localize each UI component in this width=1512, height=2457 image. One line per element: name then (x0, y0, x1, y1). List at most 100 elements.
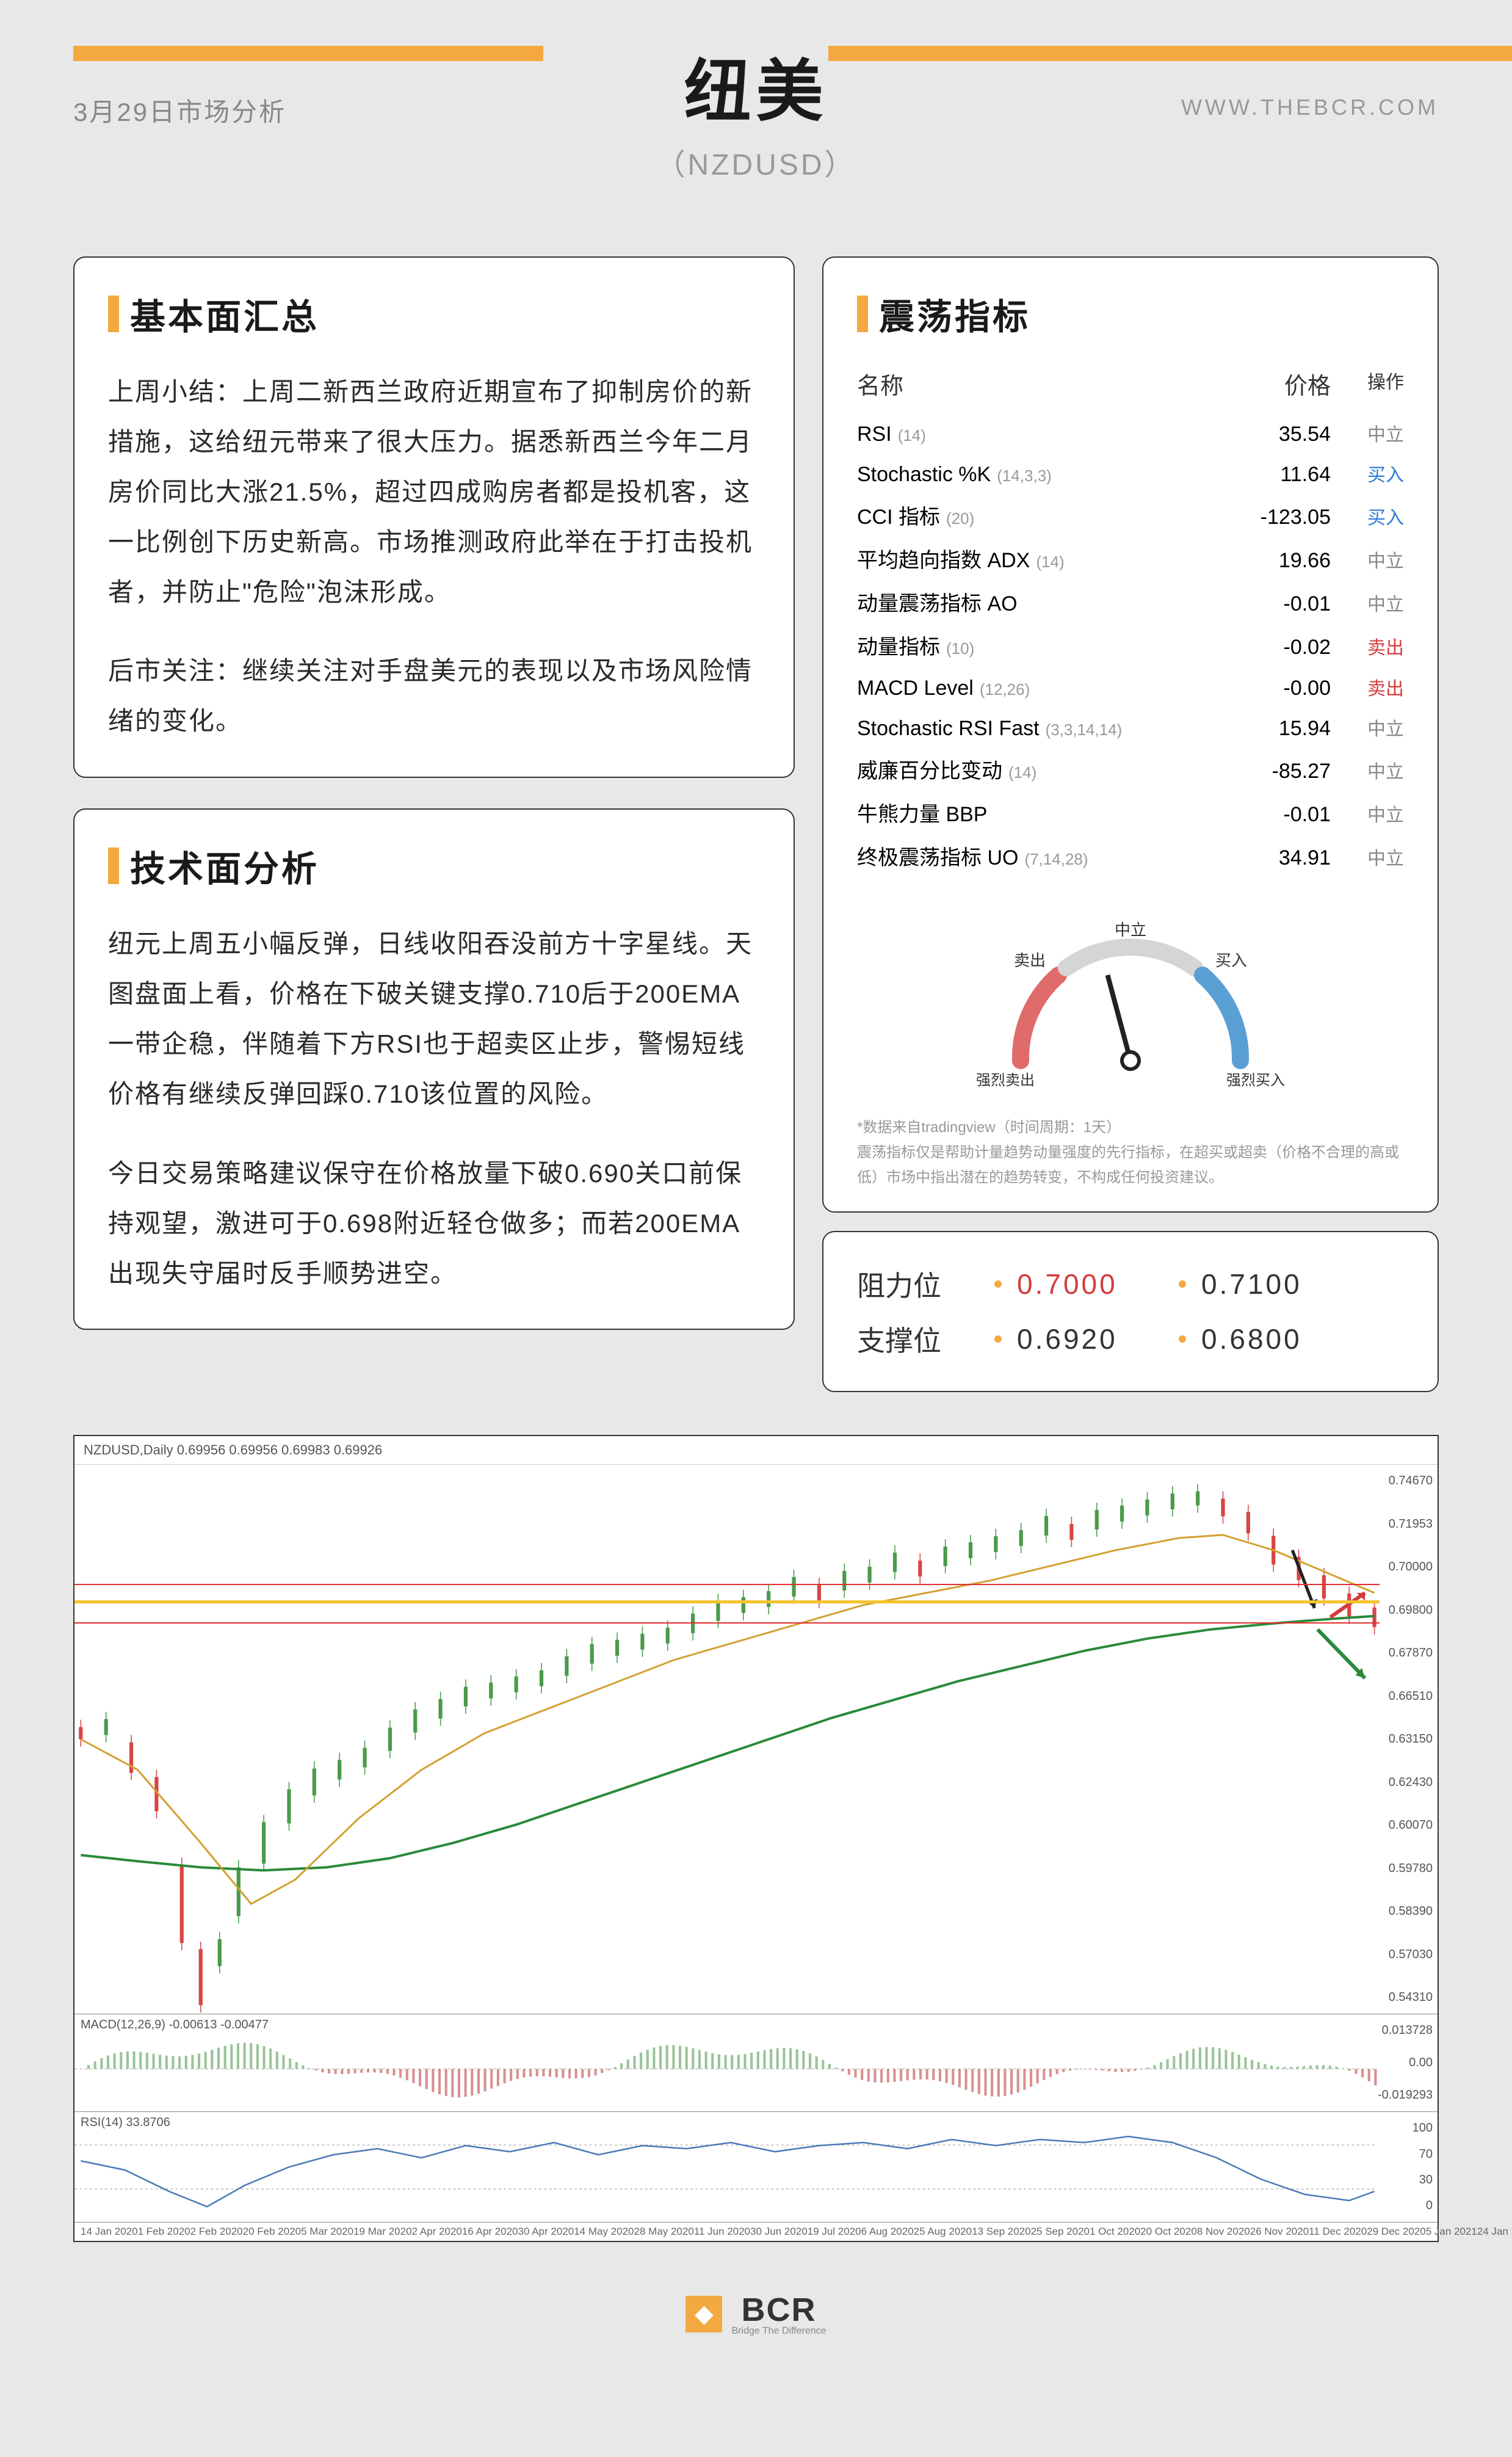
title-accent (857, 296, 868, 332)
resistance-row: 阻力位 0.7000 0.7100 (857, 1257, 1404, 1312)
header-accent-left (73, 46, 543, 61)
fundamental-title: 基本面汇总 (130, 288, 319, 339)
fundamental-card: 基本面汇总 上周小结：上周二新西兰政府近期宣布了抑制房价的新措施，这给纽元带来了… (73, 256, 795, 778)
logo-icon: ◆ (685, 2296, 722, 2332)
indicator-price: -123.05 (1227, 506, 1331, 529)
indicator-action: 买入 (1331, 503, 1404, 529)
gauge-buy-label: 买入 (1215, 951, 1247, 970)
indicator-price: 19.66 (1227, 549, 1331, 573)
footer: ◆ BCR Bridge The Difference (0, 2266, 1512, 2337)
logo-text: BCR (742, 2292, 817, 2328)
indicator-price: -0.02 (1227, 636, 1331, 659)
technical-title: 技术面分析 (130, 840, 319, 891)
col-name: 名称 (857, 367, 1227, 401)
support-value-1: 0.6920 (1017, 1323, 1163, 1356)
resistance-label: 阻力位 (857, 1264, 979, 1304)
indicator-row: 动量震荡指标 AO -0.01 中立 (857, 580, 1404, 623)
oscillators-card: 震荡指标 名称 价格 操作 RSI(14) 35.54 中立Stochastic… (822, 256, 1439, 1213)
indicator-name: 平均趋向指数 ADX(14) (857, 543, 1227, 573)
resistance-value-2: 0.7100 (1201, 1268, 1348, 1301)
resistance-line (74, 1584, 1380, 1585)
gauge-strong-sell-label: 强烈卖出 (976, 1072, 1035, 1089)
levels-card: 阻力位 0.7000 0.7100 支撑位 0.6920 0.6800 (822, 1231, 1439, 1392)
rsi-y-axis: 10070300 (1378, 2112, 1433, 2222)
yellow-line (74, 1600, 1380, 1603)
indicator-row: Stochastic RSI Fast(3,3,14,14) 15.94 中立 (857, 707, 1404, 747)
indicator-name: CCI 指标(20) (857, 500, 1227, 530)
indicator-action: 中立 (1331, 546, 1404, 573)
support-label: 支撑位 (857, 1319, 979, 1359)
indicator-action: 卖出 (1331, 633, 1404, 659)
technical-card: 技术面分析 纽元上周五小幅反弹，日线收阳吞没前方十字星线。天图盘面上看，价格在下… (73, 808, 795, 1330)
indicator-name: 动量震荡指标 AO (857, 587, 1227, 617)
indicator-price: -0.01 (1227, 803, 1331, 827)
resistance-value-1: 0.7000 (1017, 1268, 1163, 1301)
price-chart: NZDUSD,Daily 0.69956 0.69956 0.69983 0.6… (73, 1435, 1439, 2242)
date-label: 3月29日市场分析 (73, 92, 286, 129)
header: 3月29日市场分析 WWW.THEBCR.COM 纽美 （NZDUSD） (0, 0, 1512, 208)
dot-icon (1179, 1335, 1186, 1343)
indicator-action: 中立 (1331, 589, 1404, 616)
gauge-sell-label: 卖出 (1014, 951, 1046, 970)
chart-rsi-panel: RSI(14) 33.8706 10070300 (74, 2112, 1438, 2222)
indicator-price: -0.01 (1227, 592, 1331, 616)
support-line (74, 1622, 1380, 1624)
chart-x-axis: 14 Jan 20201 Feb 20202 Feb 202020 Feb 20… (74, 2222, 1438, 2241)
indicator-row: 威廉百分比变动(14) -85.27 中立 (857, 747, 1404, 791)
chart-y-axis: 0.746700.719530.700000.698000.678700.665… (1378, 1465, 1433, 2014)
indicator-row: 牛熊力量 BBP -0.01 中立 (857, 791, 1404, 834)
sentiment-gauge: 中立 卖出 买入 强烈卖出 强烈买入 (857, 902, 1404, 1097)
indicator-row: 动量指标(10) -0.02 卖出 (857, 623, 1404, 667)
gauge-neutral-label: 中立 (1115, 921, 1146, 939)
chart-header: NZDUSD,Daily 0.69956 0.69956 0.69983 0.6… (74, 1436, 1438, 1465)
indicator-action: 中立 (1331, 800, 1404, 827)
indicator-action: 中立 (1331, 757, 1404, 783)
technical-p2: 今日交易策略建议保守在价格放量下破0.690关口前保持观望，激进可于0.698附… (108, 1149, 760, 1299)
gauge-note: *数据来自tradingview（时间周期：1天） 震荡指标仅是帮助计量趋势动量… (857, 1116, 1404, 1190)
indicator-table-header: 名称 价格 操作 (857, 367, 1404, 401)
indicator-name: MACD Level(12,26) (857, 677, 1227, 700)
indicator-price: -0.00 (1227, 677, 1331, 700)
page-subtitle: （NZDUSD） (73, 140, 1439, 183)
dot-icon (994, 1280, 1002, 1288)
indicator-name: RSI(14) (857, 423, 1227, 446)
technical-p1: 纽元上周五小幅反弹，日线收阳吞没前方十字星线。天图盘面上看，价格在下破关键支撑0… (108, 919, 760, 1119)
support-value-2: 0.6800 (1201, 1323, 1348, 1356)
indicator-row: 终极震荡指标 UO(7,14,28) 34.91 中立 (857, 834, 1404, 877)
indicator-row: RSI(14) 35.54 中立 (857, 413, 1404, 453)
indicator-action: 中立 (1331, 714, 1404, 741)
indicator-price: -85.27 (1227, 760, 1331, 783)
oscillators-title: 震荡指标 (879, 288, 1030, 339)
header-accent-right (828, 46, 1512, 61)
title-accent (108, 296, 119, 332)
macd-y-axis: 0.0137280.00-0.019293 (1378, 2014, 1433, 2111)
indicator-name: Stochastic RSI Fast(3,3,14,14) (857, 717, 1227, 741)
col-action: 操作 (1331, 367, 1404, 401)
dot-icon (1179, 1280, 1186, 1288)
chart-main-panel: 0.746700.719530.700000.698000.678700.665… (74, 1465, 1438, 2014)
indicator-price: 11.64 (1227, 463, 1331, 487)
indicator-name: 威廉百分比变动(14) (857, 754, 1227, 784)
title-accent (108, 847, 119, 884)
indicator-action: 卖出 (1331, 673, 1404, 700)
indicator-name: 终极震荡指标 UO(7,14,28) (857, 841, 1227, 871)
dot-icon (994, 1335, 1002, 1343)
indicator-price: 34.91 (1227, 846, 1331, 870)
indicator-name: 牛熊力量 BBP (857, 797, 1227, 827)
support-row: 支撑位 0.6920 0.6800 (857, 1312, 1404, 1366)
indicator-row: 平均趋向指数 ADX(14) 19.66 中立 (857, 537, 1404, 580)
fundamental-p2: 后市关注：继续关注对手盘美元的表现以及市场风险情绪的变化。 (108, 646, 760, 746)
col-price: 价格 (1227, 367, 1331, 401)
indicator-row: MACD Level(12,26) -0.00 卖出 (857, 667, 1404, 707)
website-url: WWW.THEBCR.COM (1181, 95, 1439, 120)
gauge-strong-buy-label: 强烈买入 (1226, 1072, 1285, 1089)
indicator-row: CCI 指标(20) -123.05 买入 (857, 493, 1404, 537)
indicator-action: 中立 (1331, 419, 1404, 446)
logo-tagline: Bridge The Difference (731, 2326, 826, 2337)
indicator-action: 买入 (1331, 460, 1404, 487)
fundamental-p1: 上周小结：上周二新西兰政府近期宣布了抑制房价的新措施，这给纽元带来了很大压力。据… (108, 367, 760, 617)
indicator-price: 35.54 (1227, 423, 1331, 446)
indicator-action: 中立 (1331, 843, 1404, 870)
chart-macd-panel: MACD(12,26,9) -0.00613 -0.00477 0.013728… (74, 2014, 1438, 2112)
indicator-row: Stochastic %K(14,3,3) 11.64 买入 (857, 453, 1404, 493)
